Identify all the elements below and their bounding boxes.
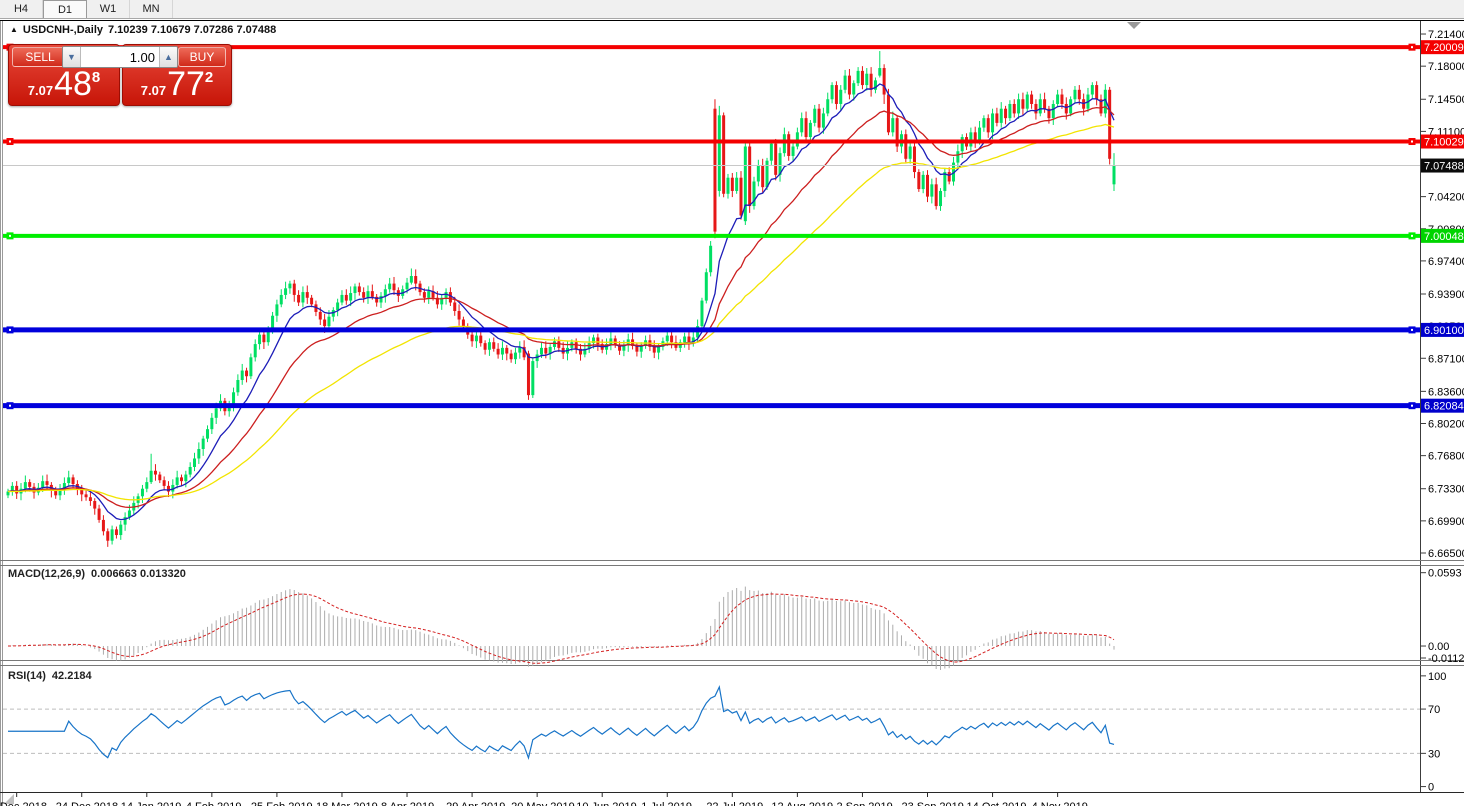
svg-text:6.87100: 6.87100: [1428, 353, 1464, 365]
svg-text:6.80200: 6.80200: [1428, 418, 1464, 430]
rsi-line: [8, 685, 1115, 760]
svg-text:6.66500: 6.66500: [1428, 548, 1464, 560]
price-badge: [1421, 40, 1464, 55]
chart-shift-marker-icon[interactable]: [1127, 22, 1141, 29]
sell-price-main: 48: [54, 65, 92, 103]
rsi-value: 42.2184: [51, 670, 92, 682]
svg-text:7.14500: 7.14500: [1428, 94, 1464, 106]
moving-average-line: [7, 83, 1115, 521]
resize-grip-icon[interactable]: [4, 794, 14, 804]
macd-histogram: [11, 586, 1115, 671]
buy-price-main: 77: [167, 65, 205, 103]
svg-text:22 Jul 2019: 22 Jul 2019: [706, 801, 763, 806]
svg-text:7.04200: 7.04200: [1428, 192, 1464, 204]
buy-price-prefix: 7.07: [140, 83, 167, 98]
svg-text:7.21400: 7.21400: [1428, 29, 1464, 41]
sell-price-prefix: 7.07: [27, 83, 54, 98]
timeframe-button-h4[interactable]: H4: [0, 0, 43, 18]
buy-price-pip: 2: [204, 69, 214, 86]
macd-label: MACD(12,26,9) 0.006663 0.013320: [8, 568, 186, 580]
svg-text:8 Apr 2019: 8 Apr 2019: [381, 801, 434, 806]
svg-text:3 Dec 2018: 3 Dec 2018: [0, 801, 47, 806]
svg-text:70: 70: [1428, 704, 1440, 716]
svg-text:6.76800: 6.76800: [1428, 451, 1464, 463]
svg-text:0.0593: 0.0593: [1428, 568, 1462, 580]
svg-text:14 Oct 2019: 14 Oct 2019: [967, 801, 1027, 806]
svg-text:12 Aug 2019: 12 Aug 2019: [771, 801, 833, 806]
lot-size-input[interactable]: [81, 47, 159, 67]
macd-name: MACD(12,26,9): [8, 568, 86, 580]
chart-title: ▲ USDCNH-,Daily 7.10239 7.10679 7.07286 …: [10, 24, 276, 36]
rsi-name: RSI(14): [8, 670, 46, 682]
svg-text:4 Nov 2019: 4 Nov 2019: [1032, 801, 1088, 806]
svg-text:7.00048: 7.00048: [1424, 231, 1464, 243]
candles: [6, 51, 1116, 547]
svg-text:25 Feb 2019: 25 Feb 2019: [251, 801, 313, 806]
lot-increase-button[interactable]: ▲: [159, 47, 177, 67]
sell-price: 7.07 48 8: [9, 67, 119, 101]
timeframe-button-w1[interactable]: W1: [87, 0, 130, 18]
buy-price: 7.07 77 2: [123, 67, 231, 101]
svg-text:6.93900: 6.93900: [1428, 289, 1464, 301]
price-badge: [1421, 228, 1464, 243]
one-click-trading-widget: 7.07 48 8 7.07 77 2 SELL BUY ▼ ▲: [8, 44, 232, 106]
svg-text:6.90100: 6.90100: [1424, 325, 1464, 337]
svg-text:23 Sep 2019: 23 Sep 2019: [901, 801, 963, 806]
timeframe-button-mn[interactable]: MN: [130, 0, 173, 18]
macd-signal-line: [7, 593, 1115, 664]
buy-button[interactable]: BUY: [178, 47, 226, 67]
svg-text:6.83600: 6.83600: [1428, 386, 1464, 398]
svg-text:30: 30: [1428, 748, 1440, 760]
price-badge: [1421, 398, 1464, 413]
sell-price-pip: 8: [91, 69, 101, 86]
price-badge: [1421, 158, 1464, 173]
svg-text:7.07488: 7.07488: [1424, 161, 1464, 173]
moving-average-line: [7, 105, 1115, 509]
svg-text:7.10029: 7.10029: [1424, 137, 1464, 149]
svg-text:6.82084: 6.82084: [1424, 401, 1464, 413]
svg-text:18 Mar 2019: 18 Mar 2019: [316, 801, 378, 806]
svg-text:100: 100: [1428, 671, 1446, 683]
lot-size-spinner: ▼ ▲: [62, 46, 178, 68]
svg-text:4 Feb 2019: 4 Feb 2019: [186, 801, 242, 806]
svg-text:1 Jul 2019: 1 Jul 2019: [641, 801, 692, 806]
svg-text:0.00: 0.00: [1428, 641, 1449, 653]
svg-text:2 Sep 2019: 2 Sep 2019: [836, 801, 892, 806]
svg-text:-0.011289: -0.011289: [1428, 653, 1464, 665]
macd-values: 0.006663 0.013320: [91, 568, 186, 580]
svg-text:14 Jan 2019: 14 Jan 2019: [121, 801, 182, 806]
svg-text:24 Dec 2018: 24 Dec 2018: [56, 801, 118, 806]
svg-text:29 Apr 2019: 29 Apr 2019: [446, 801, 505, 806]
time-axis: 3 Dec 2018 24 Dec 201814 Jan 2019 4 Feb 20…: [0, 793, 1088, 806]
sell-button[interactable]: SELL: [12, 47, 68, 67]
timeframe-button-d1[interactable]: D1: [43, 0, 87, 18]
svg-text:10 Jun 2019: 10 Jun 2019: [576, 801, 637, 806]
symbol-period-label: USDCNH-,Daily: [22, 24, 103, 36]
price-badge: [1421, 134, 1464, 149]
svg-text:6.73300: 6.73300: [1428, 484, 1464, 496]
svg-text:7.18000: 7.18000: [1428, 61, 1464, 73]
svg-text:20 May 2019: 20 May 2019: [511, 801, 575, 806]
svg-text:7.20009: 7.20009: [1424, 42, 1464, 54]
svg-text:6.97400: 6.97400: [1428, 256, 1464, 268]
price-badge: [1421, 322, 1464, 337]
ohlc-values: 7.10239 7.10679 7.07286 7.07488: [108, 24, 277, 36]
svg-text:6.69900: 6.69900: [1428, 516, 1464, 528]
rsi-label: RSI(14) 42.2184: [8, 670, 92, 682]
price-axis: 7.214007.180007.145007.111007.077007.042…: [1421, 29, 1464, 560]
collapse-triangle-icon[interactable]: ▲: [10, 24, 18, 34]
timeframe-toolbar: H4 D1 W1 MN: [0, 0, 1464, 19]
svg-text:0: 0: [1428, 782, 1434, 794]
window-border: [0, 20, 1464, 21]
lot-decrease-button[interactable]: ▼: [63, 47, 81, 67]
